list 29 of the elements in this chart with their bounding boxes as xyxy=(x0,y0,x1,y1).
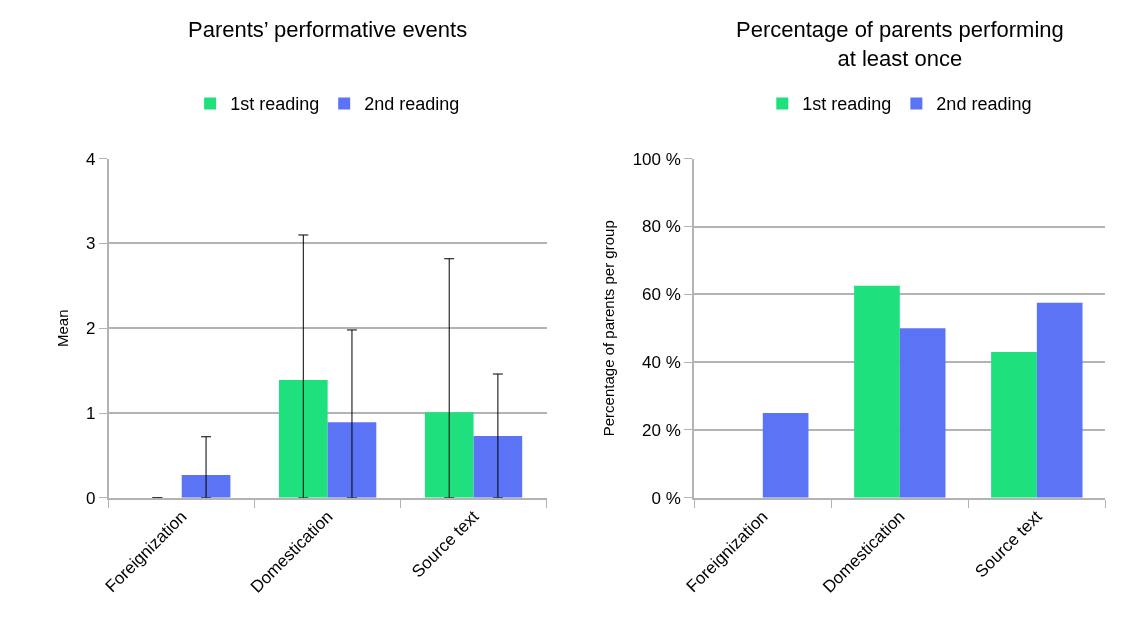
y-tick-label: 60 % xyxy=(642,285,681,305)
y-tick-label: 2 xyxy=(85,319,96,339)
chart-title: Parents’ performative events xyxy=(188,17,468,42)
bar xyxy=(473,435,523,498)
y-tick-label: 1 xyxy=(85,403,96,423)
bar xyxy=(1036,302,1083,498)
y-axis-title: Mean xyxy=(53,309,71,348)
y-tick-label: 0 % xyxy=(651,488,681,508)
y-tick-label: 80 % xyxy=(642,217,681,237)
legend-label: 1st reading xyxy=(802,94,892,115)
y-tick-label: 100 % xyxy=(632,149,681,169)
legend-label: 1st reading xyxy=(230,94,320,115)
y-axis-title: Percentage of parents per group xyxy=(600,220,618,437)
bar xyxy=(899,328,946,498)
y-tick-label: 4 xyxy=(85,149,96,169)
bar xyxy=(327,422,377,498)
bar xyxy=(991,351,1037,498)
legend-label: 2nd reading xyxy=(364,94,460,115)
y-tick-label: 3 xyxy=(85,234,96,254)
bar xyxy=(181,474,231,498)
bar xyxy=(424,412,474,498)
bar xyxy=(278,379,328,498)
y-tick-label: 0 xyxy=(85,488,96,508)
bar xyxy=(762,413,809,498)
chart-title: Percentage of parents performing at least once xyxy=(736,17,1064,71)
y-tick-label: 20 % xyxy=(642,420,681,440)
bar xyxy=(854,285,900,498)
legend-label: 2nd reading xyxy=(936,94,1032,115)
y-tick-label: 40 % xyxy=(642,353,681,373)
